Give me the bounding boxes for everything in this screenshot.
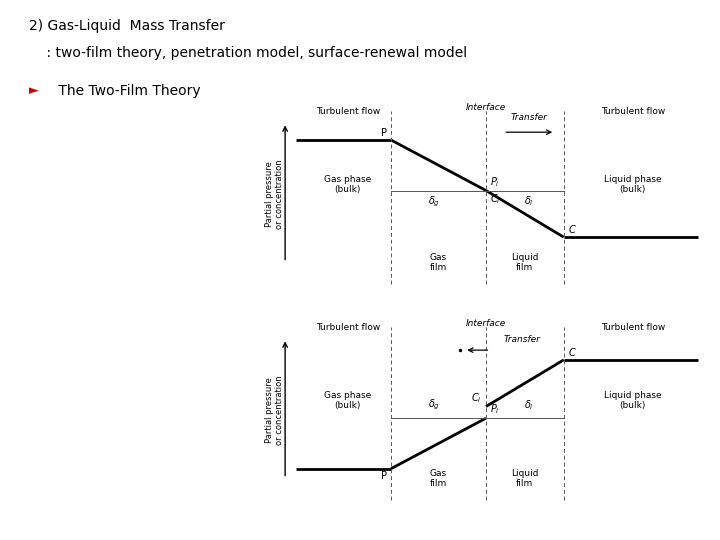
Text: Gas
film: Gas film (430, 469, 447, 488)
Text: The Two-Film Theory: The Two-Film Theory (54, 84, 201, 98)
Text: Turbulent flow: Turbulent flow (315, 323, 380, 332)
Text: P: P (381, 471, 387, 481)
Text: Liquid phase
(bulk): Liquid phase (bulk) (604, 391, 662, 410)
Text: Turbulent flow: Turbulent flow (315, 107, 380, 116)
Text: Turbulent flow: Turbulent flow (600, 323, 665, 332)
Text: Transfer: Transfer (510, 113, 548, 123)
Text: P: P (381, 128, 387, 138)
Text: Interface: Interface (466, 103, 506, 112)
Text: Interface: Interface (466, 319, 506, 328)
Text: Gas
film: Gas film (430, 253, 447, 272)
Text: Liquid
film: Liquid film (511, 469, 539, 488)
Text: $C_i$: $C_i$ (471, 391, 482, 404)
Text: $C$: $C$ (568, 223, 577, 235)
Text: 2) Gas-Liquid  Mass Transfer: 2) Gas-Liquid Mass Transfer (29, 19, 225, 33)
Text: $\delta_g$: $\delta_g$ (428, 194, 440, 209)
Text: Liquid phase
(bulk): Liquid phase (bulk) (604, 175, 662, 194)
Text: $\delta_l$: $\delta_l$ (524, 399, 534, 413)
Text: $P_i$: $P_i$ (490, 402, 500, 416)
Text: Gas phase
(bulk): Gas phase (bulk) (324, 391, 372, 410)
Text: $C$: $C$ (568, 346, 577, 358)
Text: Partial pressure
or concentration: Partial pressure or concentration (265, 160, 284, 229)
Text: : two-film theory, penetration model, surface-renewal model: : two-film theory, penetration model, su… (29, 46, 467, 60)
Text: $P_i$: $P_i$ (490, 175, 500, 188)
Text: Liquid
film: Liquid film (511, 253, 539, 272)
Text: Gas phase
(bulk): Gas phase (bulk) (324, 175, 372, 194)
Text: ►: ► (29, 84, 38, 97)
Text: Turbulent flow: Turbulent flow (600, 107, 665, 116)
Text: $\delta_g$: $\delta_g$ (428, 398, 440, 413)
Text: Transfer: Transfer (503, 335, 540, 345)
Text: $C_i$: $C_i$ (490, 192, 501, 206)
Text: $\delta_l$: $\delta_l$ (524, 194, 534, 208)
Text: Partial pressure
or concentration: Partial pressure or concentration (265, 376, 284, 445)
